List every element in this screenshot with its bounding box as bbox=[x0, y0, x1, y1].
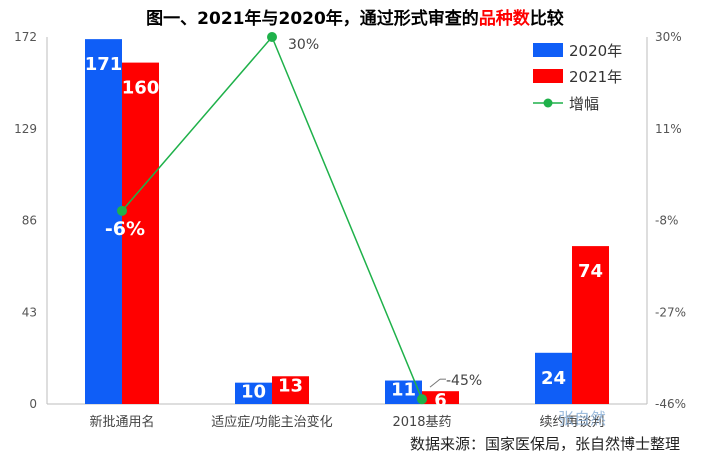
bar-2021 bbox=[422, 391, 459, 404]
y-left-tick-label: 129 bbox=[14, 122, 37, 136]
y-right-tick-label: -46% bbox=[655, 397, 686, 411]
y-right-tick-label: 30% bbox=[655, 30, 682, 44]
bar-2021 bbox=[572, 246, 609, 404]
bar-2020-label: 171 bbox=[85, 54, 123, 75]
bar-2021 bbox=[122, 62, 159, 405]
bar-2020 bbox=[235, 382, 272, 404]
legend-swatch-2021 bbox=[533, 69, 563, 83]
bar-2021-label: 74 bbox=[578, 261, 603, 282]
growth-point bbox=[267, 32, 277, 42]
y-right-tick-label: -27% bbox=[655, 305, 686, 319]
bar-2021-label: 13 bbox=[278, 375, 303, 396]
bar-2020-label: 10 bbox=[241, 382, 266, 403]
x-tick-label: 适应症/功能主治变化 bbox=[211, 414, 332, 430]
bar-2021 bbox=[272, 376, 309, 404]
growth-point bbox=[117, 205, 127, 216]
legend-marker-growth bbox=[543, 98, 553, 108]
chart-title: 图一、2021年与2020年，通过形式审查的品种数比较 bbox=[146, 9, 564, 29]
bar-2020-label: 24 bbox=[541, 368, 566, 389]
y-left-tick-label: 86 bbox=[22, 214, 37, 228]
legend-label-growth: 增幅 bbox=[569, 95, 599, 113]
y-right-tick-label: -8% bbox=[655, 214, 678, 228]
bar-2020 bbox=[85, 39, 122, 404]
growth-label: 30% bbox=[288, 37, 319, 53]
growth-point bbox=[417, 394, 427, 405]
bar-2021-label: 160 bbox=[122, 78, 160, 99]
legend-label-2021: 2021年 bbox=[569, 68, 622, 86]
bar-2020 bbox=[385, 380, 422, 404]
x-tick-label: 2018基药 bbox=[392, 415, 451, 430]
x-tick-label: 续约再谈判 bbox=[539, 415, 604, 430]
legend-label-2020: 2020年 bbox=[569, 42, 622, 60]
y-left-tick-label: 172 bbox=[14, 30, 37, 44]
growth-label: -45% bbox=[446, 373, 482, 389]
y-left-tick-label: 0 bbox=[29, 397, 37, 411]
x-tick-label: 新批通用名 bbox=[89, 414, 154, 430]
legend-swatch-2020 bbox=[533, 43, 563, 57]
y-left-tick-label: 43 bbox=[22, 305, 37, 319]
growth-label-leader bbox=[429, 378, 441, 388]
bar-2020-label: 11 bbox=[391, 380, 416, 401]
y-right-tick-label: 11% bbox=[655, 122, 682, 136]
bar-2021-label: 6 bbox=[434, 390, 447, 411]
source-note: 数据来源：国家医保局，张自然博士整理 bbox=[409, 435, 680, 453]
growth-label: -6% bbox=[105, 218, 145, 240]
watermark: 张自然 bbox=[558, 409, 607, 428]
growth-line bbox=[121, 35, 423, 400]
bar-2020 bbox=[535, 352, 572, 404]
